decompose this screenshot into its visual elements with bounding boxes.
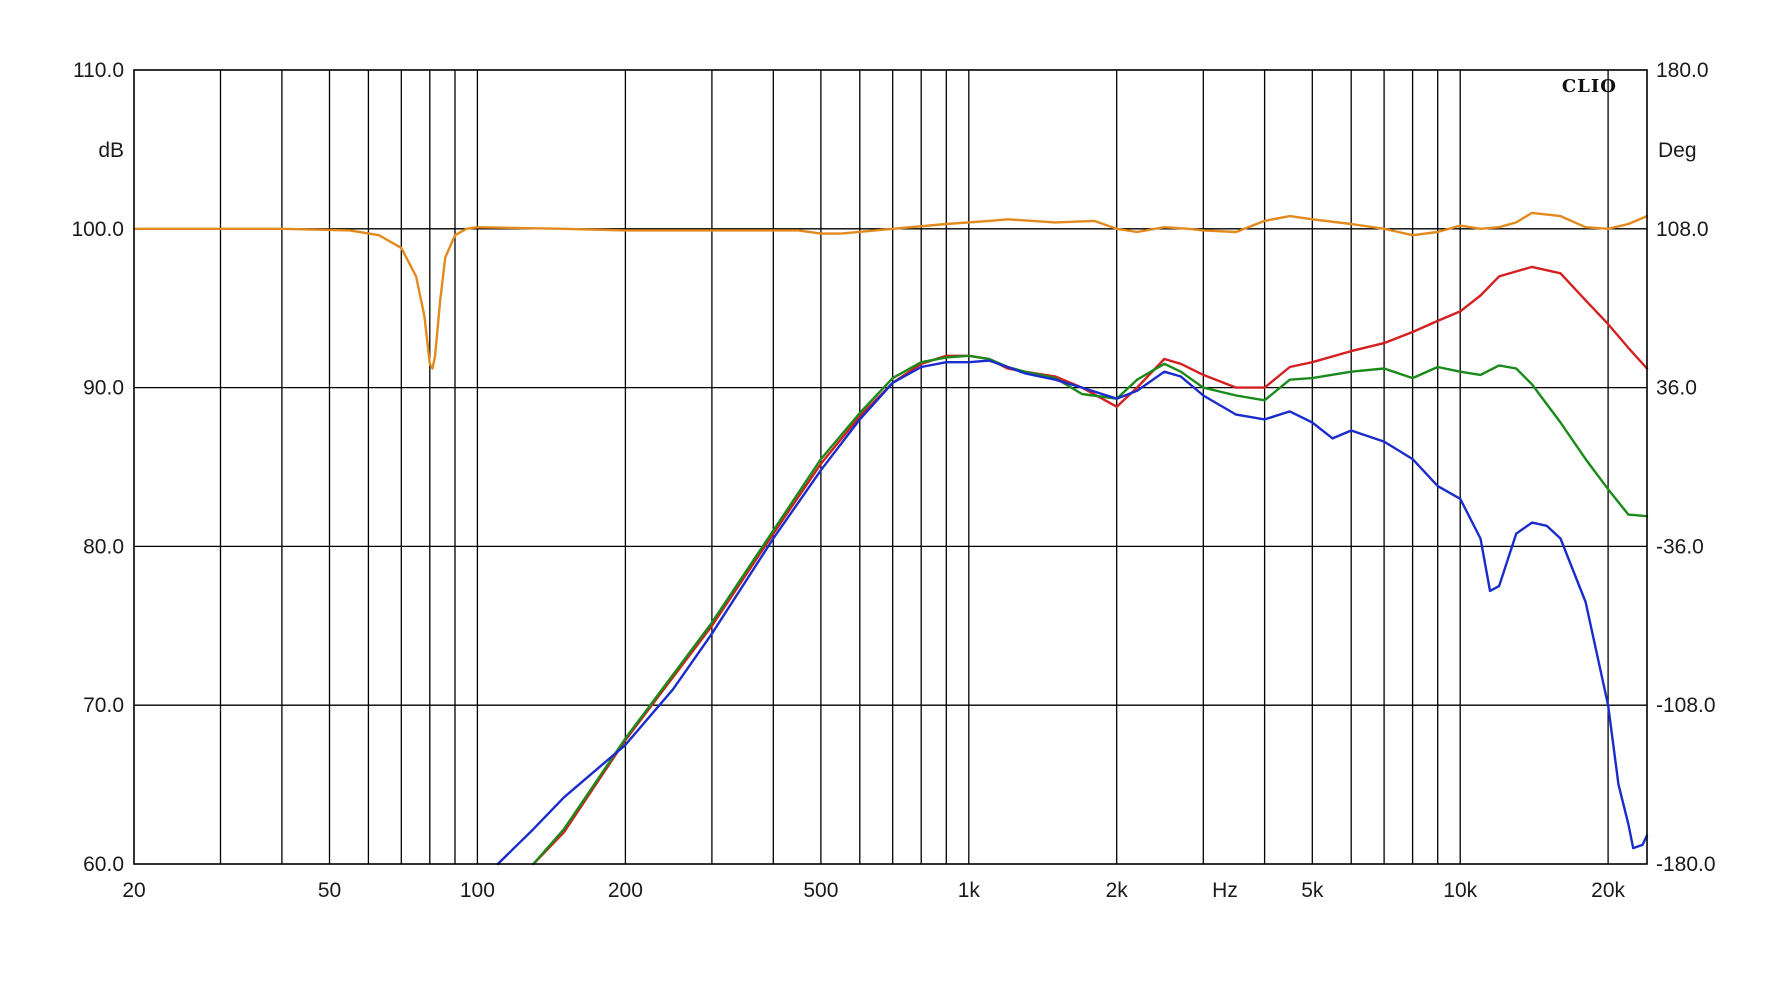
y-left-axis-label: dB bbox=[98, 139, 124, 162]
clio-brand-logo: CLIO bbox=[1562, 76, 1617, 97]
x-tick-label: 20 bbox=[122, 879, 145, 902]
y-right-tick-label: 108.0 bbox=[1656, 218, 1709, 241]
x-tick-label: 1k bbox=[958, 879, 981, 902]
y-left-tick-label: 70.0 bbox=[83, 694, 124, 717]
x-tick-label: 50 bbox=[318, 879, 341, 902]
series-curves bbox=[132, 211, 1649, 866]
plot-frame bbox=[133, 69, 1648, 865]
x-tick-label: 200 bbox=[608, 879, 643, 902]
y-right-tick-label: -36.0 bbox=[1656, 535, 1704, 558]
series-line-1 bbox=[132, 211, 1649, 370]
x-tick-label: 5k bbox=[1301, 879, 1324, 902]
y-right-tick-label: -108.0 bbox=[1656, 694, 1716, 717]
series-line-4 bbox=[496, 359, 1649, 866]
x-tick-label: 20k bbox=[1591, 879, 1625, 902]
axis-labels: dB Deg Hz CLIO 110.0 180.0 100.0 108.0 90.0 3… bbox=[71, 59, 1715, 902]
x-axis-label: Hz bbox=[1212, 879, 1238, 902]
y-right-tick-label: 36.0 bbox=[1656, 377, 1697, 400]
y-left-tick-label: 110.0 bbox=[73, 59, 124, 82]
y-right-tick-label: 180.0 bbox=[1656, 59, 1709, 82]
y-left-tick-label: 80.0 bbox=[83, 535, 124, 558]
series-line-3 bbox=[532, 354, 1649, 866]
x-tick-label: 100 bbox=[460, 879, 495, 902]
y-left-tick-label: 60.0 bbox=[83, 853, 124, 876]
series-line-2 bbox=[532, 265, 1649, 866]
x-tick-label: 500 bbox=[803, 879, 838, 902]
y-right-tick-label: -180.0 bbox=[1656, 853, 1716, 876]
x-tick-label: 2k bbox=[1106, 879, 1129, 902]
y-left-tick-label: 90.0 bbox=[83, 377, 124, 400]
y-right-axis-label: Deg bbox=[1658, 139, 1697, 162]
y-left-tick-label: 100.0 bbox=[71, 218, 124, 241]
grid-lines bbox=[134, 70, 1647, 864]
x-tick-label: 10k bbox=[1443, 879, 1477, 902]
